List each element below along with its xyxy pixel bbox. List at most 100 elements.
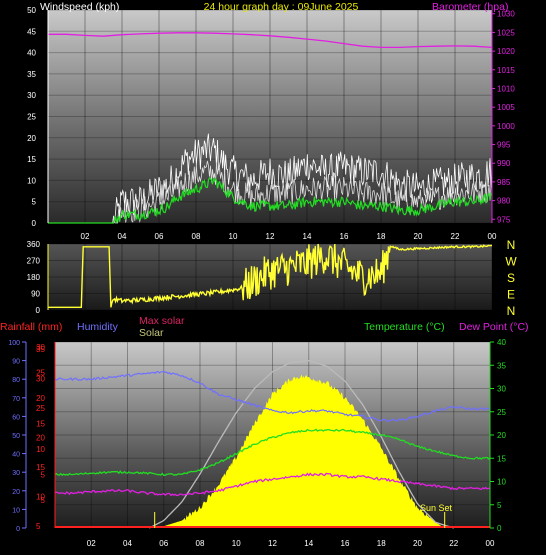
humidity-tick-label: 30 bbox=[12, 470, 20, 477]
weather-x-tick-label: 18 bbox=[377, 539, 386, 548]
compass-label: E bbox=[507, 288, 515, 302]
barometer-tick-label: 995 bbox=[497, 141, 511, 150]
direction-tick-label: 0 bbox=[36, 306, 41, 315]
wind-x-tick-label: 04 bbox=[118, 232, 127, 241]
compass-label: N bbox=[507, 238, 516, 252]
barometer-tick-label: 1010 bbox=[497, 84, 515, 93]
wind-x-tick-label: 20 bbox=[414, 232, 423, 241]
rainfall-inner-tick-label: 25 bbox=[36, 369, 45, 378]
humidity-tick-label: 60 bbox=[12, 414, 20, 421]
wind-x-tick-label: 10 bbox=[229, 232, 238, 241]
weather-x-tick-label: 02 bbox=[87, 539, 96, 548]
humidity-tick-labels: 0 10 20 30 40 50 60 70 80 90 100 bbox=[8, 340, 26, 533]
temperature-line bbox=[54, 428, 491, 477]
barometer-tick-label: 1005 bbox=[497, 103, 515, 112]
wind-tick-label: 35 bbox=[27, 70, 36, 79]
temperature-tick-label: 25 bbox=[497, 408, 506, 417]
weather-x-tick-label: 22 bbox=[449, 539, 458, 548]
direction-tick-label: 90 bbox=[31, 290, 40, 299]
wind-average-line bbox=[48, 176, 493, 224]
solar-area bbox=[154, 374, 445, 528]
humidity-line bbox=[54, 370, 491, 422]
humidity-tick-label: 40 bbox=[12, 452, 20, 459]
temperature-tick-label: 40 bbox=[497, 338, 506, 347]
direction-tick-label: 360 bbox=[27, 240, 41, 249]
temperature-axis-label: Temperature (°C) bbox=[364, 321, 445, 333]
max-solar-line bbox=[148, 360, 454, 529]
barometer-tick-label: 1025 bbox=[497, 28, 515, 37]
wind-direction-line bbox=[48, 243, 493, 308]
weather-x-tick-labels: 02 04 06 08 10 12 14 16 18 20 22 00 bbox=[87, 539, 495, 548]
wind-tick-label: 30 bbox=[27, 91, 36, 100]
wind-tick-label: 50 bbox=[27, 6, 36, 15]
temperature-tick-label: 0 bbox=[497, 524, 502, 533]
humidity-tick-label: 70 bbox=[12, 396, 20, 403]
solar-label: Solar bbox=[139, 327, 164, 339]
barometer-tick-label: 1020 bbox=[497, 47, 515, 56]
barometer-tick-label: 980 bbox=[497, 197, 511, 206]
rainfall-tick-label: 30 bbox=[36, 375, 45, 384]
weather-x-tick-label: 10 bbox=[232, 539, 241, 548]
dew-point-axis-label: Dew Point (°C) bbox=[459, 321, 529, 333]
wind-x-tick-label: 06 bbox=[155, 232, 164, 241]
wind-gust-line bbox=[48, 133, 493, 224]
wind-x-tick-label: 22 bbox=[451, 232, 460, 241]
barometer-tick-label: 1030 bbox=[497, 10, 515, 19]
compass-label: N bbox=[507, 304, 516, 318]
weather-x-tick-label: 16 bbox=[341, 539, 350, 548]
humidity-tick-label: 10 bbox=[12, 507, 20, 514]
wind-tick-label: 25 bbox=[27, 113, 36, 122]
wind-x-tick-label: 12 bbox=[266, 232, 275, 241]
wind-tick-label: 20 bbox=[27, 134, 36, 143]
weather-x-tick-label: 08 bbox=[196, 539, 205, 548]
barometer-tick-labels: 975 980 985 990 995 1000 1005 1010 1015 1020 1025 1… bbox=[492, 10, 515, 224]
wind-x-tick-label: 14 bbox=[303, 232, 312, 241]
humidity-tick-label: 100 bbox=[8, 340, 20, 347]
wind-x-tick-label: 18 bbox=[377, 232, 386, 241]
rainfall-tick-label: 25 bbox=[36, 404, 45, 413]
direction-tick-labels: 0 90 180 270 360 bbox=[27, 240, 41, 315]
weather-x-tick-label: 20 bbox=[413, 539, 422, 548]
temperature-tick-label: 10 bbox=[497, 478, 506, 487]
rainfall-inner-tick-label: 30 bbox=[36, 343, 45, 352]
temperature-tick-label: 15 bbox=[497, 454, 506, 463]
sun-set-annotation: Sun Set bbox=[420, 503, 453, 513]
rainfall-inner-tick-label: 5 bbox=[41, 471, 46, 480]
rainfall-axis-label: Rainfall (mm) bbox=[0, 321, 62, 333]
weather-x-tick-label: 00 bbox=[486, 539, 495, 548]
rainfall-tick-label: 5 bbox=[36, 522, 41, 531]
barometer-line bbox=[48, 32, 493, 49]
humidity-tick-label: 50 bbox=[12, 433, 20, 440]
wind-x-tick-label: 08 bbox=[192, 232, 201, 241]
weather-series bbox=[54, 360, 491, 529]
windspeed-axis-label: Windspeed (kph) bbox=[40, 1, 119, 13]
direction-series bbox=[48, 243, 493, 308]
wind-tick-label: 10 bbox=[27, 176, 36, 185]
temperature-tick-label: 35 bbox=[497, 361, 506, 370]
humidity-axis-label: Humidity bbox=[77, 321, 119, 333]
rainfall-inner-tick-label: 20 bbox=[36, 394, 45, 403]
compass-label: S bbox=[507, 271, 515, 285]
rainfall-inner-tick-label: 10 bbox=[36, 445, 45, 454]
wind-x-tick-label: 00 bbox=[488, 232, 497, 241]
barometer-axis-label: Barometer (hpa) bbox=[432, 1, 508, 13]
temperature-tick-label: 30 bbox=[497, 385, 506, 394]
barometer-tick-label: 1000 bbox=[497, 122, 515, 131]
compass-label: W bbox=[505, 255, 517, 269]
wind-tick-label: 40 bbox=[27, 49, 36, 58]
wind-tick-label: 5 bbox=[32, 198, 37, 207]
wind-series bbox=[48, 32, 493, 224]
wind-x-tick-labels: 02 04 06 08 10 12 14 16 18 20 22 00 bbox=[81, 232, 497, 241]
barometer-tick-label: 975 bbox=[497, 215, 511, 224]
weather-x-tick-label: 04 bbox=[123, 539, 132, 548]
wind-tick-label: 0 bbox=[32, 219, 37, 228]
barometer-tick-label: 1015 bbox=[497, 66, 515, 75]
temperature-tick-label: 5 bbox=[497, 501, 502, 510]
weather-x-tick-label: 06 bbox=[159, 539, 168, 548]
rainfall-inner-tick-label: 15 bbox=[36, 420, 45, 429]
